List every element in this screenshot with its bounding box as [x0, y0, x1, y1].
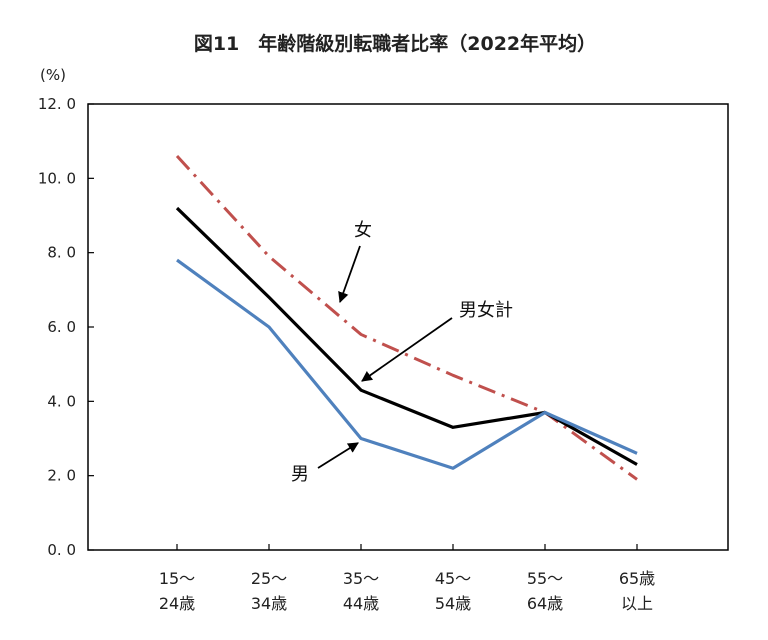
- y-axis: 0. 0 2. 0 4. 0 6. 0 8. 0 10. 0 12. 0: [38, 95, 94, 559]
- annotation-women-label: 女: [354, 220, 372, 241]
- x-tick-label: 44歳: [343, 594, 379, 613]
- x-tick-label: 35～: [343, 569, 379, 588]
- y-tick-label: 6. 0: [47, 318, 76, 336]
- y-tick-label: 2. 0: [47, 467, 76, 485]
- x-tick-label: 55～: [527, 569, 563, 588]
- x-tick-label: 25～: [251, 569, 287, 588]
- annotation-men-label: 男: [291, 464, 309, 485]
- annotation-total-label: 男女計: [459, 300, 513, 321]
- annotation-women-arrow: [338, 245, 361, 304]
- series-line-total: [175, 206, 638, 466]
- y-axis-unit: (%): [40, 66, 66, 84]
- y-tick-label: 10. 0: [38, 169, 76, 187]
- annotation-men-arrow: [317, 442, 359, 469]
- series-lines: [175, 155, 638, 481]
- x-tick-label: 24歳: [159, 594, 195, 613]
- x-tick-label: 45～: [435, 569, 471, 588]
- x-tick-label: 65歳: [619, 569, 655, 588]
- series-line-men: [176, 258, 638, 470]
- x-tick-label: 34歳: [251, 594, 287, 613]
- series-line-women: [175, 155, 638, 481]
- x-tick-label: 以上: [621, 594, 653, 613]
- x-tick-label: 54歳: [435, 594, 471, 613]
- chart-title: 図11 年齢階級別転職者比率（2022年平均）: [194, 32, 596, 55]
- annotation-total-arrow: [361, 317, 453, 382]
- plot-area: [87, 103, 729, 551]
- y-tick-label: 12. 0: [38, 95, 76, 113]
- x-tick-label: 64歳: [527, 594, 563, 613]
- x-tick-label: 15～: [159, 569, 195, 588]
- y-tick-label: 4. 0: [47, 392, 76, 410]
- y-tick-label: 0. 0: [47, 541, 76, 559]
- y-tick-label: 8. 0: [47, 244, 76, 262]
